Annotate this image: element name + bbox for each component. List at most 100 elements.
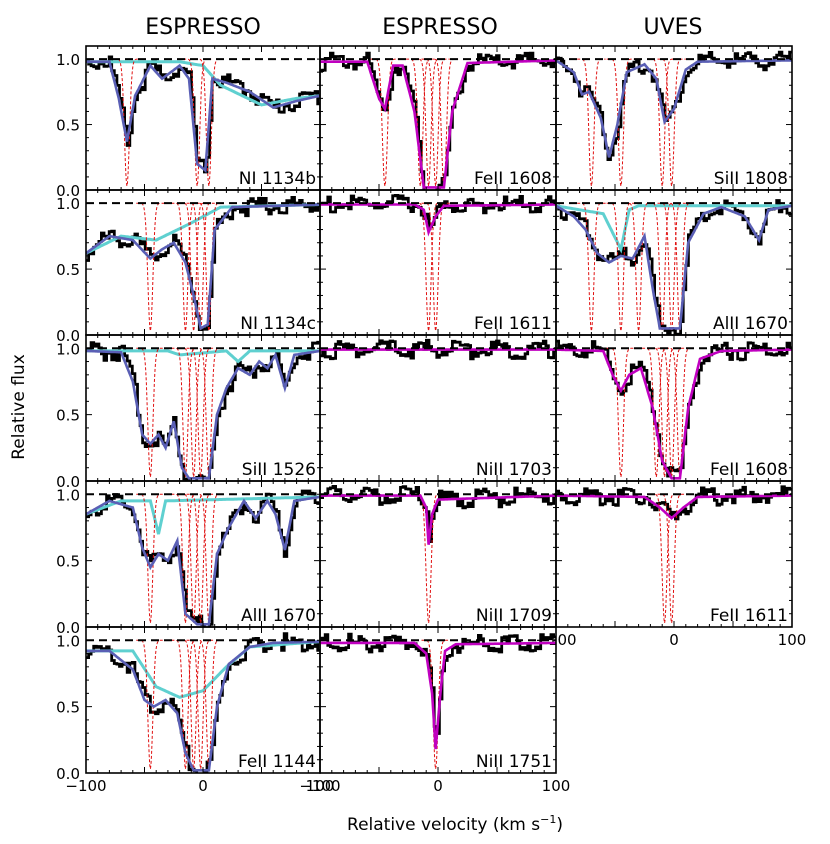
ion-label: FeII 1144: [238, 752, 316, 772]
voigt-profile-fit: [556, 59, 792, 158]
tick-marks: [319, 626, 557, 774]
y-axis-label: Relative flux: [9, 354, 29, 460]
x-tick-label: −100: [65, 777, 106, 795]
observed-spectrum: [320, 194, 556, 229]
ion-label: AlII 1670: [241, 606, 316, 626]
velocity-component: [577, 202, 606, 332]
panel-niii-1703: NiII 1703: [319, 334, 557, 482]
voigt-profile-fit: [556, 348, 792, 480]
ion-label: AlII 1670: [713, 314, 788, 334]
contaminant-fit: [556, 204, 792, 254]
panel-plot-area: [556, 339, 792, 480]
observed-spectrum: [86, 196, 320, 331]
panel-plot-area: [320, 338, 556, 361]
panel-grid: 0.00.51.0NI 1134b FeII 1608 SiII 18080.00.…: [56, 45, 807, 795]
y-tick-label: 0.5: [56, 261, 80, 279]
voigt-profile-fit: [86, 203, 320, 331]
panel-siii-1808: SiII 1808: [555, 45, 793, 191]
panel-siii-1526: 0.0 0.5 1.0 SiII 1526: [56, 334, 321, 491]
velocity-component: [370, 58, 400, 187]
contaminant-fit: [86, 495, 320, 535]
x-axis-label-sup: −1: [540, 813, 556, 826]
x-tick-label: −100: [299, 777, 340, 795]
panel-feii-1608: FeII 1608: [555, 334, 793, 482]
panel-feii-1611: FeII 1611−100 0 100: [535, 480, 807, 649]
panel-feii-1144: 0.0 0.5 1.0 FeII 1144 −100 0 100: [56, 626, 335, 795]
column-title-3: UVES: [643, 15, 702, 40]
panel-plot-area: [556, 199, 792, 335]
y-tick-label: 0.0: [56, 765, 80, 783]
ion-label: NiII 1709: [476, 606, 552, 626]
x-tick-label: 0: [669, 631, 679, 649]
velocity-component: [171, 347, 200, 478]
velocity-component: [421, 639, 450, 770]
y-tick-label: 1.0: [56, 51, 80, 69]
ion-label: NI 1134c: [240, 314, 316, 334]
contaminant-fit: [86, 640, 320, 699]
column-title-2: ESPRESSO: [382, 15, 498, 40]
panel-niii-1709: NiII 1709: [319, 480, 557, 628]
y-tick-label: 1.0: [56, 632, 80, 650]
velocity-component: [648, 58, 677, 187]
panel-plot-area: [556, 485, 792, 624]
column-title-1: ESPRESSO: [145, 15, 261, 40]
ion-label: SiII 1808: [714, 169, 788, 189]
panel-plot-area: [556, 50, 792, 187]
voigt-profile-fit: [556, 204, 792, 330]
panel-ni-1134c: 0.0 0.5 1.0 NI 1134c: [56, 189, 321, 345]
velocity-component: [136, 202, 165, 332]
ion-label: FeII 1611: [710, 606, 788, 626]
x-axis-label-close: ): [556, 815, 563, 835]
observed-spectrum: [556, 339, 792, 478]
velocity-component: [606, 58, 636, 187]
panel-plot-area: [320, 632, 556, 770]
y-tick-label: 0.5: [56, 407, 80, 425]
velocity-component: [657, 493, 686, 624]
velocity-component: [665, 202, 695, 332]
tick-marks: [555, 480, 793, 628]
panel-plot-area: [320, 485, 556, 624]
x-axis-label: Relative velocity (km s−1): [347, 813, 563, 835]
tick-marks: [555, 45, 793, 191]
velocity-component: [657, 347, 686, 478]
velocity-component: [421, 58, 450, 187]
panel-plot-area: [86, 196, 320, 332]
x-tick-label: 100: [778, 631, 807, 649]
velocity-component: [136, 347, 165, 478]
observed-spectrum: [320, 338, 556, 361]
ion-label: NiII 1751: [476, 752, 552, 772]
x-tick-label: 0: [198, 777, 208, 795]
voigt-profile-fit: [320, 494, 556, 545]
y-tick-label: 1.0: [56, 486, 80, 504]
y-tick-label: 0.0: [56, 619, 80, 637]
tick-marks: [555, 189, 793, 336]
panel-plot-area: [320, 194, 556, 332]
x-axis-label-main: Relative velocity (km s: [347, 815, 540, 835]
ion-label: NI 1134b: [239, 169, 316, 189]
ion-label: NiII 1703: [476, 460, 552, 480]
panel-feii-1611: FeII 1611: [319, 189, 557, 336]
panel-alii-1670: AlII 1670: [555, 189, 793, 336]
velocity-component: [657, 58, 686, 187]
voigt-profile-fit: [86, 640, 320, 772]
velocity-component: [112, 58, 141, 187]
velocity-component: [606, 202, 636, 332]
ion-label: FeII 1608: [474, 169, 552, 189]
y-tick-label: 0.0: [56, 182, 80, 200]
panel-feii-1608: FeII 1608: [319, 45, 557, 191]
y-tick-label: 1.0: [56, 340, 80, 358]
y-tick-label: 0.0: [56, 473, 80, 491]
y-tick-label: 1.0: [56, 195, 80, 213]
contaminant-fit: [86, 349, 320, 364]
panel-alii-1670: 0.0 0.5 1.0 AlII 1670: [56, 480, 321, 637]
y-tick-label: 0.5: [56, 553, 80, 571]
voigt-profile-fit: [556, 494, 792, 520]
voigt-profile-fit: [86, 60, 320, 174]
voigt-profile-fit: [320, 641, 556, 750]
x-tick-label: 100: [306, 777, 335, 795]
panel-ni-1134b: 0.0 0.5 1.0 NI 1134b: [56, 45, 321, 200]
observed-spectrum: [556, 485, 792, 521]
panel-niii-1751: NiII 1751 −100 0 100: [299, 626, 571, 795]
x-tick-label: 100: [542, 777, 571, 795]
